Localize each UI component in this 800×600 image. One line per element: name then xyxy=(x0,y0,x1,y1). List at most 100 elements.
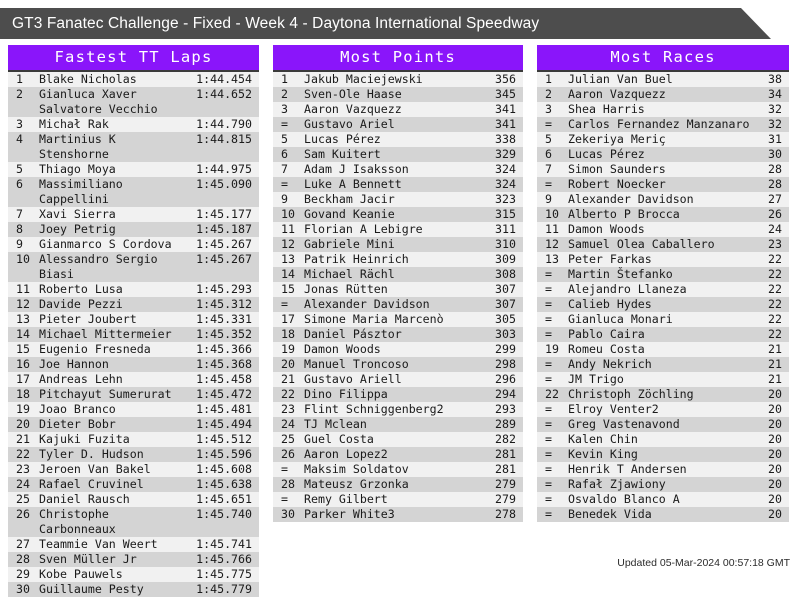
row-driver-name: Michael Rächl xyxy=(304,267,395,281)
row-rank: 12 xyxy=(281,237,295,251)
row-driver-name: Patrik Heinrich xyxy=(304,252,409,266)
row-value: 22 xyxy=(768,282,782,296)
row-rank: 7 xyxy=(545,162,552,176)
row-driver-name: Florian A Lebigre xyxy=(304,222,423,236)
row-driver-name: Jeroen Van Bakel xyxy=(39,462,151,476)
table-row: 29 Kobe Pauwels 1:45.775 xyxy=(8,567,259,582)
table-row: 17 Simone Maria Marcenò 305 xyxy=(273,312,523,327)
table-row: 23 Jeroen Van Bakel 1:45.608 xyxy=(8,462,259,477)
table-row: = Rafał Zjawiony 20 xyxy=(537,477,789,492)
row-driver-name: Lucas Pérez xyxy=(568,147,645,161)
row-driver-name: Pieter Joubert xyxy=(39,312,137,326)
row-value: 324 xyxy=(495,162,516,176)
row-driver-name: Alexander Davidson xyxy=(568,192,694,206)
row-driver-name: Roberto Lusa xyxy=(39,282,123,296)
row-driver-name: Gustavo Ariell xyxy=(304,372,402,386)
row-value: 20 xyxy=(768,462,782,476)
row-rank: 19 xyxy=(16,402,30,416)
row-value: 1:45.596 xyxy=(196,447,252,461)
row-driver-name: Eugenio Fresneda xyxy=(39,342,151,356)
row-value: 338 xyxy=(495,132,516,146)
row-value: 20 xyxy=(768,417,782,431)
row-rank: 16 xyxy=(16,357,30,371)
row-driver-name: Michael Mittermeier xyxy=(39,327,172,341)
row-driver-name: Luke A Bennett xyxy=(304,177,402,191)
row-driver-name: Elroy Venter2 xyxy=(568,402,659,416)
row-rank: 9 xyxy=(545,192,552,206)
row-rank: 1 xyxy=(281,72,288,86)
row-driver-name: Dino Filippa xyxy=(304,387,388,401)
row-driver-name: Lucas Pérez xyxy=(304,132,381,146)
title-banner: GT3 Fanatec Challenge - Fixed - Week 4 -… xyxy=(0,8,800,39)
table-row: 4 Martinius K Stenshorne 1:44.815 xyxy=(8,132,259,162)
row-driver-name: Kevin King xyxy=(568,447,638,461)
row-driver-name: Flint Schniggenberg2 xyxy=(304,402,444,416)
row-rank: 21 xyxy=(16,432,30,446)
row-value: 289 xyxy=(495,417,516,431)
row-driver-name: Peter Farkas xyxy=(568,252,652,266)
table-row: 3 Shea Harris 32 xyxy=(537,102,789,117)
row-value: 34 xyxy=(768,87,782,101)
table-row: = Benedek Vida 20 xyxy=(537,507,789,522)
row-driver-name: Calieb Hydes xyxy=(568,297,652,311)
row-rank: 3 xyxy=(281,102,288,116)
table-row: = Kalen Chin 20 xyxy=(537,432,789,447)
table-row: = Osvaldo Blanco A 20 xyxy=(537,492,789,507)
row-value: 32 xyxy=(768,117,782,131)
row-driver-name: Michał Rak xyxy=(39,117,109,131)
row-value: 22 xyxy=(768,312,782,326)
row-value: 294 xyxy=(495,387,516,401)
row-driver-name: Maksim Soldatov xyxy=(304,462,409,476)
row-driver-name: Govand Keanie xyxy=(304,207,395,221)
row-driver-name: Gianluca Xaver Salvatore Vecchio xyxy=(39,87,158,116)
row-rank: 11 xyxy=(16,282,30,296)
row-rank: 17 xyxy=(281,312,295,326)
table-row: 14 Michael Rächl 308 xyxy=(273,267,523,282)
row-rank: 10 xyxy=(281,207,295,221)
row-driver-name: Rafał Zjawiony xyxy=(568,477,666,491)
row-rank: 27 xyxy=(16,537,30,551)
row-driver-name: Alessandro Sergio Biasi xyxy=(39,252,158,281)
row-rank: 4 xyxy=(16,132,23,146)
row-rank: 21 xyxy=(281,372,295,386)
row-value: 1:45.651 xyxy=(196,492,252,506)
table-row: 30 Parker White3 278 xyxy=(273,507,523,522)
row-value: 22 xyxy=(768,267,782,281)
row-driver-name: Pitchayut Sumerurat xyxy=(39,387,172,401)
row-driver-name: Martin Štefanko xyxy=(568,267,673,281)
row-driver-name: Blake Nicholas xyxy=(39,72,137,86)
row-rank: 18 xyxy=(16,387,30,401)
row-driver-name: Simon Saunders xyxy=(568,162,666,176)
table-row: = Alejandro Llaneza 22 xyxy=(537,282,789,297)
table-row: = Martin Štefanko 22 xyxy=(537,267,789,282)
row-value: 1:45.472 xyxy=(196,387,252,401)
row-value: 1:45.267 xyxy=(196,237,252,251)
row-driver-name: Alejandro Llaneza xyxy=(568,282,687,296)
row-value: 30 xyxy=(768,147,782,161)
table-row: 23 Flint Schniggenberg2 293 xyxy=(273,402,523,417)
row-rank: 6 xyxy=(545,147,552,161)
row-rank: 23 xyxy=(16,462,30,476)
row-value: 1:45.331 xyxy=(196,312,252,326)
row-rank: 24 xyxy=(16,477,30,491)
row-rank: 25 xyxy=(281,432,295,446)
row-rank: 17 xyxy=(16,372,30,386)
row-driver-name: Thiago Moya xyxy=(39,162,116,176)
row-value: 1:45.267 xyxy=(196,252,252,266)
row-driver-name: Jonas Rütten xyxy=(304,282,388,296)
row-rank: 2 xyxy=(16,87,23,101)
row-value: 1:45.481 xyxy=(196,402,252,416)
row-rank: 26 xyxy=(281,447,295,461)
row-driver-name: Romeu Costa xyxy=(568,342,645,356)
table-row: 21 Gustavo Ariell 296 xyxy=(273,372,523,387)
row-value: 323 xyxy=(495,192,516,206)
row-value: 28 xyxy=(768,162,782,176)
row-driver-name: Kalen Chin xyxy=(568,432,638,446)
row-rank: 18 xyxy=(281,327,295,341)
table-row: 3 Michał Rak 1:44.790 xyxy=(8,117,259,132)
row-value: 1:44.454 xyxy=(196,72,252,86)
row-rank: 1 xyxy=(16,72,23,86)
table-row: 2 Sven-Ole Haase 345 xyxy=(273,87,523,102)
row-rank: = xyxy=(545,402,552,416)
row-rank: 10 xyxy=(16,252,30,266)
